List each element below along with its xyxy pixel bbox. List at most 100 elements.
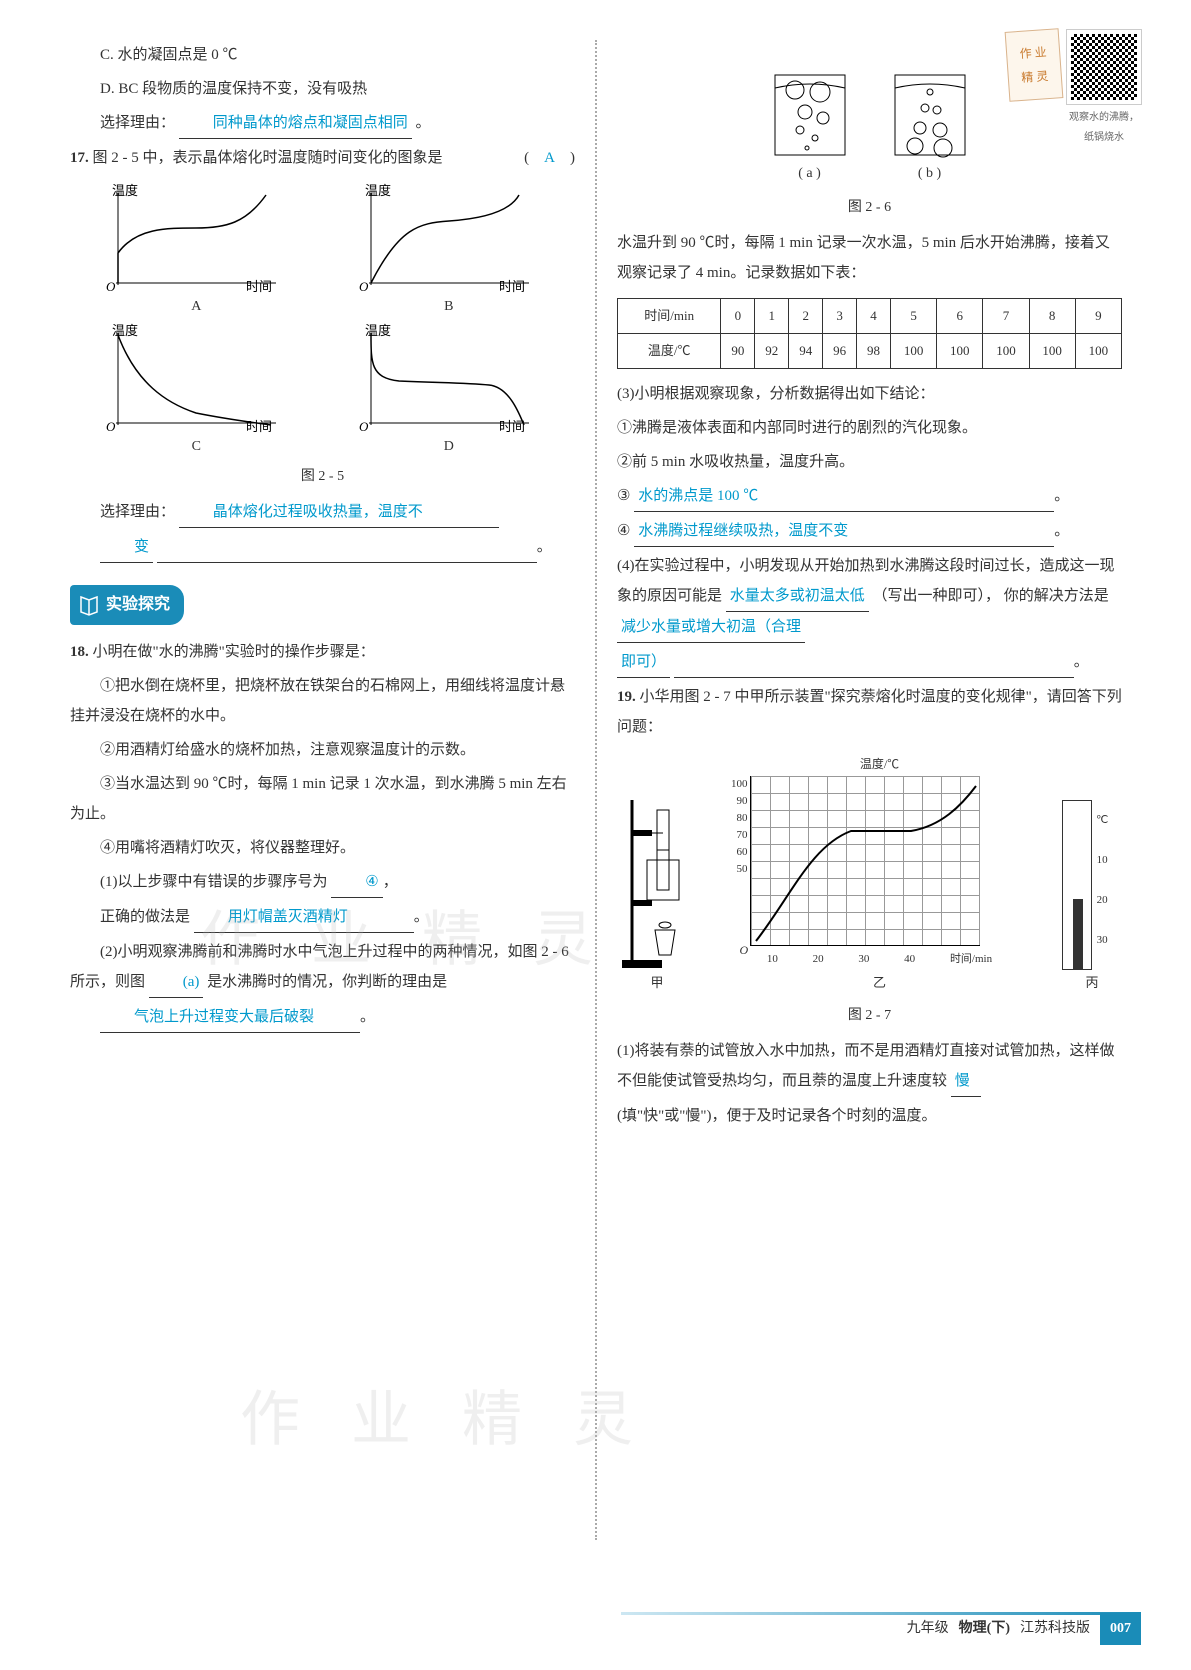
- column-divider: [595, 40, 597, 1540]
- page-number: 007: [1100, 1613, 1141, 1645]
- label-yi: 乙: [750, 970, 1010, 996]
- thermometer-bing: ℃ 10 20 30 丙: [1062, 800, 1122, 996]
- q18-3: (3)小明根据观察现象，分析数据得出如下结论：: [617, 379, 1122, 409]
- q18-4b-ans: 减少水量或增大初温（合理: [617, 612, 805, 643]
- left-column: C. 水的凝固点是 0 ℃ D. BC 段物质的温度保持不变，没有吸热 选择理由…: [70, 40, 575, 1540]
- reason-17-ans1: 晶体熔化过程吸收热量，温度不: [179, 497, 499, 528]
- fig-2-7-caption: 图 2 - 7: [617, 1002, 1122, 1030]
- x-axis-label: 时间: [246, 279, 272, 293]
- y-axis-label: 温度: [112, 183, 138, 198]
- q18-2: (2)小明观察沸腾前和沸腾时水中气泡上升过程中的两种情况，如图 2 - 6 所示…: [70, 937, 575, 998]
- q19-1a-text: (1)将装有萘的试管放入水中加热，而不是用酒精灯直接对试管加热，这样做不但能使试…: [617, 1043, 1115, 1089]
- label-d: D: [359, 433, 539, 461]
- q18-3-4-ans: 水沸腾过程继续吸热，温度不变: [634, 516, 1054, 547]
- q19-num: 19.: [617, 689, 636, 705]
- q18-3-1: ①沸腾是液体表面和内部同时进行的剧烈的汽化现象。: [617, 413, 1122, 443]
- qr-caption: 观察水的沸腾，纸锅烧水: [1067, 108, 1141, 148]
- q17: 17. 图 2 - 5 中，表示晶体熔化时温度随时间变化的图象是 ( A ): [70, 143, 575, 173]
- q18-3-3: ③ 水的沸点是 100 ℃。: [617, 481, 1122, 512]
- q18-3-2: ②前 5 min 水吸收热量，温度升高。: [617, 447, 1122, 477]
- svg-text:O: O: [359, 419, 369, 433]
- svg-text:O: O: [106, 419, 116, 433]
- q18-step4: ④用嘴将酒精灯吹灭，将仪器整理好。: [70, 833, 575, 863]
- svg-text:时间: 时间: [499, 279, 525, 293]
- q19-1: (1)将装有萘的试管放入水中加热，而不是用酒精灯直接对试管加热，这样做不但能使试…: [617, 1036, 1122, 1097]
- q17-num: 17.: [70, 150, 89, 166]
- chart-b: 温度 O 时间 B: [359, 183, 539, 313]
- q18-4b-text: 你的解决方法是: [1004, 588, 1109, 604]
- label-bing: 丙: [1062, 970, 1122, 996]
- beaker-a-label: ( a ): [765, 160, 855, 188]
- q17-text: 图 2 - 5 中，表示晶体熔化时温度随时间变化的图象是: [93, 150, 443, 166]
- homework-tag: 作 业 精 灵: [1005, 28, 1064, 102]
- reason-label: 选择理由：: [100, 115, 175, 131]
- fig-2-6-caption: 图 2 - 6: [617, 194, 1122, 222]
- q18-1b-text: 正确的做法是: [100, 909, 190, 925]
- svg-text:O: O: [359, 279, 369, 293]
- q18-2c-ans: 气泡上升过程变大最后破裂: [100, 1002, 360, 1033]
- label-b: B: [359, 293, 539, 321]
- table-row-time: 时间/min 0 1 2 3 4 5 6 7 8 9: [618, 299, 1122, 334]
- q17-answer: A: [544, 150, 555, 166]
- beaker-b: ( b ): [885, 70, 975, 188]
- footer-subject: 物理(下): [959, 1615, 1010, 1643]
- label-jia: 甲: [617, 970, 697, 996]
- q19-1a-ans: 慢: [951, 1066, 981, 1097]
- q18-num: 18.: [70, 644, 89, 660]
- q18-4b2: 即可） 。: [617, 647, 1122, 678]
- q19-text: 小华用图 2 - 7 中甲所示装置"探究萘熔化时温度的变化规律"，请回答下列问题…: [617, 689, 1122, 735]
- q18-step3: ③当水温达到 90 ℃时，每隔 1 min 记录 1 次水温，到水沸腾 5 mi…: [70, 769, 575, 829]
- label-a: A: [106, 293, 286, 321]
- option-d: D. BC 段物质的温度保持不变，没有吸热: [70, 74, 575, 104]
- svg-text:温度: 温度: [365, 323, 391, 338]
- svg-text:时间: 时间: [499, 419, 525, 433]
- data-table: 时间/min 0 1 2 3 4 5 6 7 8 9 温度/℃ 90 92 94…: [617, 298, 1122, 369]
- q18-step1: ①把水倒在烧杯里，把烧杯放在铁架台的石棉网上，用细线将温度计悬挂并浸没在烧杯的水…: [70, 671, 575, 731]
- label-c: C: [106, 433, 286, 461]
- option-c: C. 水的凝固点是 0 ℃: [70, 40, 575, 70]
- q18-intro: 小明在做"水的沸腾"实验时的操作步骤是：: [93, 644, 375, 660]
- qr-block: 观察水的沸腾，纸锅烧水: [1067, 30, 1141, 148]
- qr-code: [1067, 30, 1141, 104]
- q18-1: (1)以上步骤中有错误的步骤序号为 ④，: [70, 867, 575, 898]
- chart-row-1: 温度 O 时间 A 温度 O 时间 B: [70, 183, 575, 313]
- beaker-a: ( a ): [765, 70, 855, 188]
- q18-1a-ans: ④: [331, 867, 382, 898]
- q18-4: (4)在实验过程中，小明发现从开始加热到水沸腾这段时间过长，造成这一现象的原因可…: [617, 551, 1122, 643]
- q19: 19. 小华用图 2 - 7 中甲所示装置"探究萘熔化时温度的变化规律"，请回答…: [617, 682, 1122, 742]
- reason-label: 选择理由：: [100, 504, 175, 520]
- svg-text:温度: 温度: [365, 183, 391, 198]
- book-icon: [78, 594, 100, 616]
- reason-17: 选择理由： 晶体熔化过程吸收热量，温度不: [70, 497, 575, 528]
- chart-c: 温度 O 时间 C: [106, 323, 286, 453]
- section-label: 实验探究: [106, 589, 170, 621]
- q18-2b-text: 是水沸腾时的情况，你判断的理由是: [207, 974, 447, 990]
- tag-line1: 作 业: [1019, 40, 1048, 66]
- tag-line2: 精 灵: [1021, 64, 1050, 90]
- svg-text:时间: 时间: [246, 419, 272, 433]
- q18-step2: ②用酒精灯给盛水的烧杯加热，注意观察温度计的示数。: [70, 735, 575, 765]
- svg-text:O: O: [106, 279, 116, 293]
- q19-1b: (填"快"或"慢")，便于及时记录各个时刻的温度。: [617, 1101, 1122, 1131]
- q18-2a-ans: (a): [149, 967, 204, 998]
- q18-2c: 气泡上升过程变大最后破裂。: [70, 1002, 575, 1033]
- apparatus-jia: 甲: [617, 800, 697, 996]
- reason-16-answer: 同种晶体的熔点和凝固点相同: [179, 108, 412, 139]
- section-experiment: 实验探究: [70, 585, 184, 625]
- q18: 18. 小明在做"水的沸腾"实验时的操作步骤是：: [70, 637, 575, 667]
- row2-label: 温度/℃: [618, 334, 721, 369]
- chart-a: 温度 O 时间 A: [106, 183, 286, 313]
- reason-17-ans2: 变: [100, 532, 153, 563]
- fig-2-5-caption: 图 2 - 5: [70, 463, 575, 491]
- beaker-b-label: ( b ): [885, 160, 975, 188]
- chart-row-2: 温度 O 时间 C 温度 O 时间 D: [70, 323, 575, 453]
- q18-1b: 正确的做法是 用灯帽盖灭酒精灯。: [70, 902, 575, 933]
- table-row-temp: 温度/℃ 90 92 94 96 98 100 100 100 100 100: [618, 334, 1122, 369]
- svg-text:温度: 温度: [112, 323, 138, 338]
- q18-4a-ans: 水量太多或初温太低: [726, 581, 869, 612]
- chart-yi: 温度/℃ 100 90 80 70 60 50: [750, 752, 1010, 996]
- footer-grade: 九年级: [907, 1615, 949, 1643]
- q18-1b-ans: 用灯帽盖灭酒精灯: [194, 902, 414, 933]
- right-column: ( a ) ( b ) 图 2 - 6 水温升到 90 ℃时，每隔 1 min: [617, 40, 1122, 1540]
- chart-d: 温度 O 时间 D: [359, 323, 539, 453]
